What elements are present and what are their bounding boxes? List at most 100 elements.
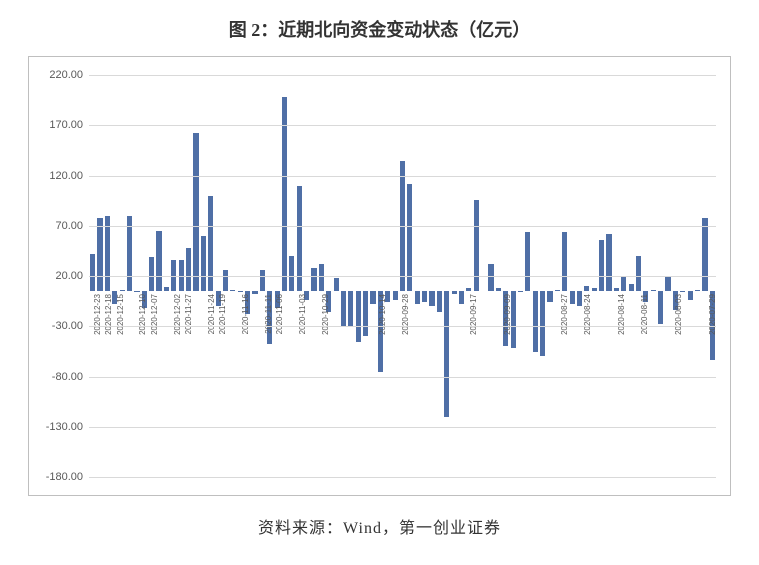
y-tick-label: -180.00 <box>46 471 83 483</box>
bar <box>363 291 368 336</box>
y-tick-label: -130.00 <box>46 421 83 433</box>
bar <box>488 264 493 291</box>
bar <box>533 291 538 352</box>
y-tick-label: 70.00 <box>55 220 83 232</box>
bar <box>370 291 375 304</box>
bar <box>695 290 700 291</box>
bar <box>156 231 161 291</box>
bar <box>444 291 449 417</box>
bar <box>511 291 516 348</box>
gridline <box>89 477 716 478</box>
y-tick-label: 120.00 <box>49 170 83 182</box>
chart-frame: -180.00 -130.00 -80.00 -30.00 20.00 70.00 120.… <box>28 56 731 496</box>
gridline <box>89 125 716 126</box>
bar <box>216 291 221 306</box>
bar <box>348 291 353 326</box>
y-tick-label: 170.00 <box>49 119 83 131</box>
bar <box>97 218 102 291</box>
bar <box>201 236 206 291</box>
bar <box>643 291 648 302</box>
bar <box>149 257 154 291</box>
y-tick-label: 220.00 <box>49 69 83 81</box>
gridline <box>89 377 716 378</box>
bar <box>614 288 619 291</box>
bar <box>474 200 479 291</box>
bar <box>134 291 139 292</box>
figure-title: 图 2：近期北向资金变动状态（亿元） <box>18 16 741 42</box>
figure-source: 资料来源：Wind，第一创业证券 <box>18 514 741 538</box>
bar <box>252 291 257 294</box>
bar <box>238 291 243 292</box>
bar <box>223 270 228 291</box>
bar <box>90 254 95 291</box>
bar <box>378 291 383 372</box>
bar <box>186 248 191 291</box>
bar <box>245 291 250 314</box>
bar <box>621 276 626 291</box>
bar <box>584 286 589 291</box>
bar <box>680 291 685 292</box>
bar <box>629 284 634 291</box>
bar <box>466 288 471 291</box>
bar <box>540 291 545 356</box>
bar <box>570 291 575 304</box>
bar <box>673 291 678 310</box>
bar <box>503 291 508 346</box>
bar <box>518 291 523 292</box>
bar <box>356 291 361 342</box>
bar <box>393 291 398 300</box>
bar <box>385 291 390 302</box>
bar <box>319 264 324 291</box>
bar <box>326 291 331 312</box>
plot-area: 2020-12-232020-12-182020-12-152020-12-10… <box>89 75 716 477</box>
bar <box>304 291 309 300</box>
y-tick-label: 20.00 <box>55 270 83 282</box>
bar <box>289 256 294 291</box>
bar <box>658 291 663 324</box>
bar <box>562 232 567 291</box>
gridline <box>89 326 716 327</box>
bar <box>496 288 501 291</box>
bar <box>429 291 434 306</box>
bar <box>577 291 582 306</box>
bar <box>599 240 604 291</box>
bar <box>193 133 198 291</box>
bar <box>267 291 272 344</box>
bar <box>636 256 641 291</box>
bar <box>334 278 339 291</box>
bar <box>407 184 412 292</box>
bar <box>275 291 280 308</box>
bar <box>260 270 265 291</box>
gridline <box>89 226 716 227</box>
bar <box>142 291 147 308</box>
bar <box>437 291 442 312</box>
bar <box>164 287 169 291</box>
bar <box>592 288 597 291</box>
bar <box>127 216 132 291</box>
bar <box>606 234 611 291</box>
gridline <box>89 75 716 76</box>
y-axis: -180.00-130.00-80.00-30.0020.0070.00120.… <box>29 75 85 477</box>
gridline <box>89 427 716 428</box>
y-tick-label: -30.00 <box>52 320 83 332</box>
bar <box>525 232 530 291</box>
bar <box>422 291 427 302</box>
bar <box>459 291 464 304</box>
bar <box>555 290 560 291</box>
bar <box>112 291 117 304</box>
gridline <box>89 176 716 177</box>
bar <box>665 276 670 291</box>
bar <box>702 218 707 291</box>
bar <box>547 291 552 302</box>
bar <box>311 268 316 291</box>
bar <box>341 291 346 326</box>
gridline <box>89 276 716 277</box>
bar <box>415 291 420 304</box>
y-tick-label: -80.00 <box>52 371 83 383</box>
bar <box>688 291 693 300</box>
figure-container: 图 2：近期北向资金变动状态（亿元） -180.00-130.00-80.00-… <box>0 0 759 565</box>
bar <box>651 290 656 291</box>
bar <box>230 290 235 291</box>
bar <box>120 290 125 291</box>
bar <box>105 216 110 291</box>
